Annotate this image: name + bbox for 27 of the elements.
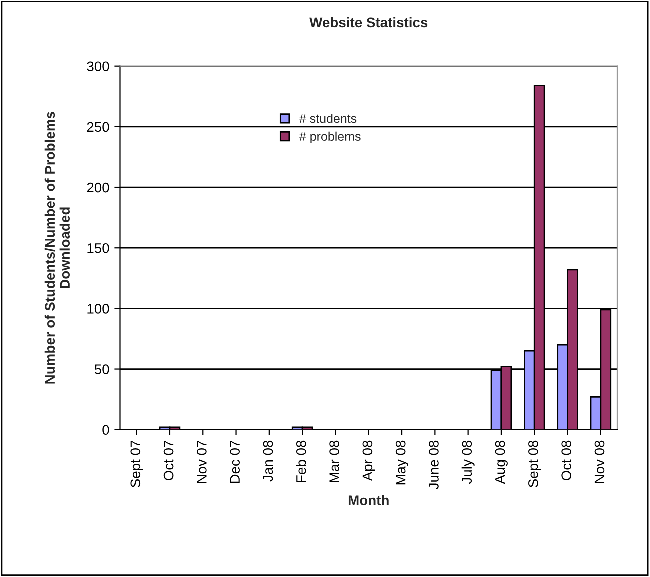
x-tick-label: Dec 07 xyxy=(230,440,240,484)
legend-label: # students xyxy=(299,114,357,124)
y-tick-label: 150 xyxy=(88,243,110,254)
x-tick-label: Apr 08 xyxy=(362,440,376,482)
x-tick-label: Jan 08 xyxy=(263,440,274,482)
x-tick-label: June 08 xyxy=(429,440,439,490)
x-tick-label: Feb 08 xyxy=(296,440,306,482)
y-tick-label: 200 xyxy=(87,182,110,193)
chart-title: Website Statistics xyxy=(310,17,428,28)
x-tick-label: Mar 08 xyxy=(330,440,340,482)
x-tick-label: Aug 08 xyxy=(495,440,508,484)
x-tick-label: July 08 xyxy=(462,440,475,484)
y-tick-label: 0 xyxy=(102,425,110,436)
y-axis-title: Number of Students/Number of Problems Downloaded xyxy=(44,112,70,384)
x-axis-title: Month xyxy=(348,495,389,506)
x-tick-label: May 08 xyxy=(396,440,408,485)
legend-label: # problems xyxy=(299,132,361,144)
x-tick-label: Nov 07 xyxy=(197,440,207,484)
x-tick-label: Oct 07 xyxy=(164,440,174,481)
y-tick-label: 50 xyxy=(94,364,110,374)
x-tick-label: Oct 08 xyxy=(562,440,572,481)
y-tick-label: 300 xyxy=(87,62,110,72)
x-tick-label: Sept 07 xyxy=(130,440,144,488)
x-tick-label: Nov 08 xyxy=(594,440,605,484)
x-tick-label: Sept 08 xyxy=(528,440,542,488)
y-tick-label: 250 xyxy=(87,122,110,132)
y-tick-label: 100 xyxy=(88,304,110,314)
